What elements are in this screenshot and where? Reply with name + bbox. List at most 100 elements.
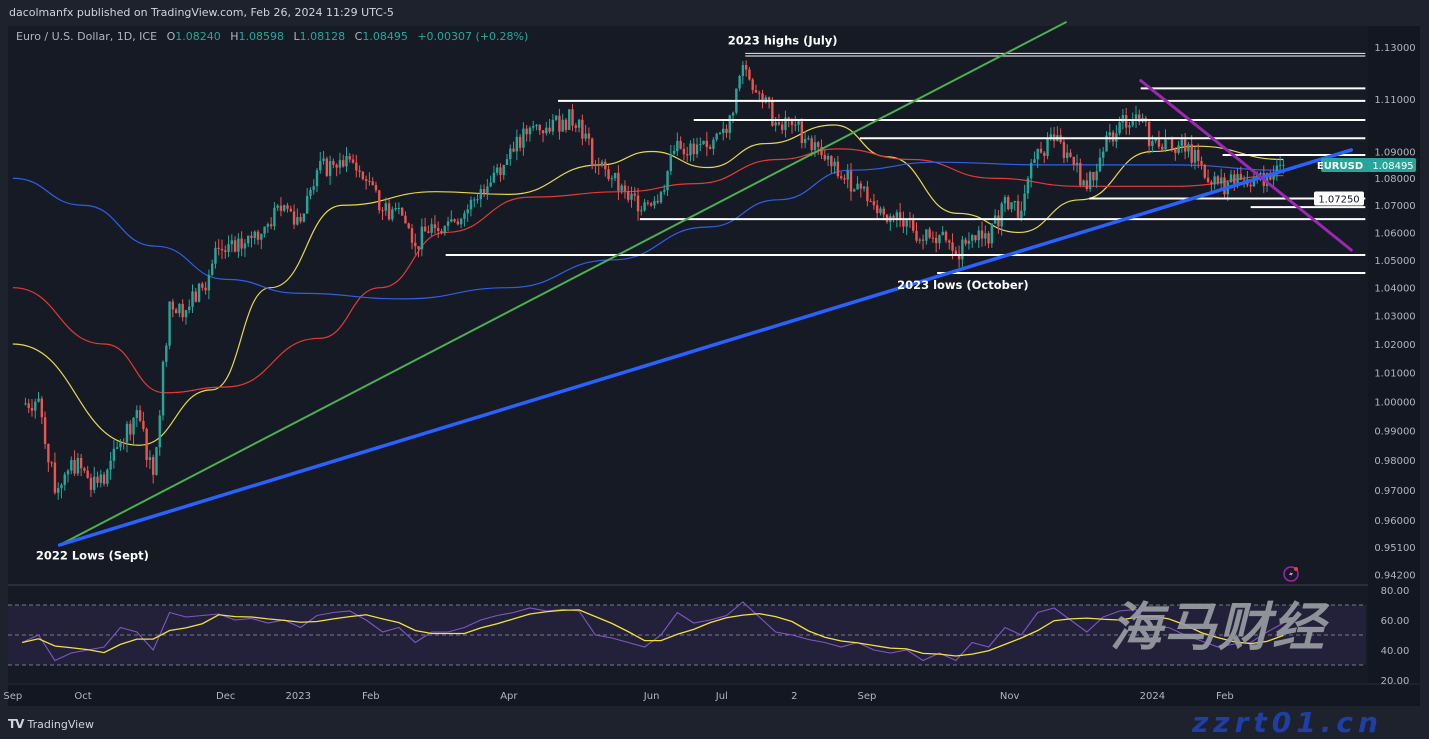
time-tick: Dec	[216, 691, 235, 702]
candle-body	[761, 93, 764, 103]
candle-body	[934, 237, 938, 244]
price-tick: 1.11000	[1374, 95, 1415, 106]
candle-body	[174, 309, 178, 314]
candle-body	[453, 219, 456, 222]
candle-body	[230, 240, 234, 245]
candle-body	[407, 223, 410, 229]
close-value: 1.08495	[362, 30, 408, 43]
candle-body	[971, 235, 974, 241]
candle-body	[423, 226, 427, 232]
candle-body	[1147, 122, 1151, 147]
candle-body	[233, 240, 237, 252]
candle-body	[1082, 180, 1085, 186]
candle-body	[990, 223, 994, 244]
candle-body	[833, 161, 836, 167]
candle-body	[872, 201, 876, 206]
candle-body	[66, 470, 70, 475]
candle-body	[348, 156, 351, 160]
candle-body	[689, 143, 692, 156]
candle-body	[73, 460, 76, 474]
candle-body	[699, 144, 702, 146]
candle-body	[1170, 138, 1174, 149]
candle-body	[168, 301, 171, 346]
candle-body	[319, 160, 322, 171]
candle-body	[790, 120, 794, 126]
candle-body	[751, 79, 754, 91]
candle-body	[1111, 132, 1115, 142]
published-info: dacolmanfx published on TradingView.com,…	[9, 6, 394, 19]
candle-body	[836, 161, 840, 177]
candle-body	[99, 474, 102, 483]
candle-body	[132, 417, 135, 435]
candle-body	[915, 230, 918, 241]
candle-body	[856, 183, 859, 190]
tradingview-logo[interactable]: TV TradingView	[8, 717, 94, 731]
candle-body	[820, 146, 823, 156]
candle-body	[659, 191, 663, 203]
candle-body	[571, 109, 574, 126]
candle-body	[325, 158, 329, 176]
candle-body	[1216, 176, 1220, 184]
rsi-tick: 60.00	[1381, 616, 1410, 627]
candle-body	[728, 115, 731, 133]
candle-body	[155, 447, 158, 475]
candle-body	[666, 171, 669, 191]
candle-body	[188, 306, 191, 311]
low-label: L	[293, 30, 300, 43]
candle-body	[161, 361, 165, 416]
candle-body	[79, 458, 83, 469]
candle-body	[538, 124, 541, 131]
candle-body	[358, 170, 361, 172]
candle-body	[125, 423, 129, 443]
candle-body	[495, 167, 499, 173]
candle-body	[679, 140, 682, 149]
candle-body	[145, 428, 148, 461]
candle-body	[1183, 139, 1187, 152]
candle-body	[928, 229, 931, 238]
candle-body	[1278, 164, 1282, 166]
candle-body	[594, 164, 597, 167]
candle-body	[34, 401, 37, 411]
candle-body	[345, 156, 348, 167]
candle-body	[482, 189, 486, 194]
candle-body	[1242, 179, 1246, 181]
candle-body	[587, 133, 591, 139]
candle-body	[997, 215, 1000, 227]
candle-body	[1121, 115, 1125, 123]
candle-body	[1223, 177, 1226, 195]
candle-body	[731, 112, 735, 116]
candle-body	[604, 161, 607, 170]
candle-body	[771, 100, 774, 126]
candle-body	[964, 239, 967, 244]
price-tick: 0.97000	[1374, 486, 1415, 497]
candle-body	[938, 235, 941, 244]
candle-body	[692, 143, 695, 155]
candle-body	[109, 460, 112, 470]
candle-body	[456, 221, 460, 225]
candle-body	[754, 90, 758, 93]
candle-body	[810, 138, 813, 151]
right-edge	[1420, 26, 1429, 706]
candle-body	[142, 420, 145, 429]
candle-body	[869, 201, 872, 203]
lightning-icon[interactable]	[1283, 566, 1299, 582]
candle-body	[489, 182, 492, 187]
candle-body	[849, 170, 853, 192]
candle-body	[414, 242, 417, 247]
candle-body	[541, 130, 545, 134]
candle-body	[381, 210, 384, 212]
candle-body	[1088, 171, 1092, 190]
high-value: 1.08598	[238, 30, 285, 43]
candle-body	[1259, 173, 1262, 175]
candle-body	[502, 164, 505, 176]
candle-body	[813, 142, 817, 151]
price-axis	[1368, 26, 1420, 706]
candle-body	[512, 148, 515, 152]
candle-body	[1210, 181, 1213, 185]
time-tick: Apr	[500, 691, 518, 702]
candle-body	[554, 115, 558, 120]
candle-body	[705, 140, 709, 148]
last-price-value: 1.08495	[1372, 161, 1413, 172]
candle-body	[607, 169, 610, 179]
